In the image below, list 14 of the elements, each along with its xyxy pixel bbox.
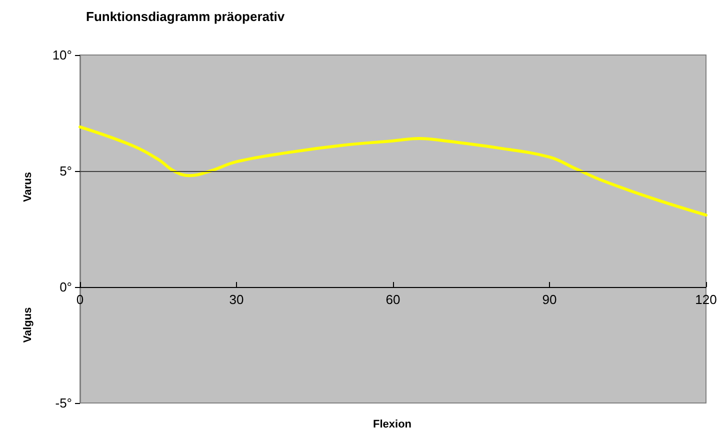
y-tick-label: 10° bbox=[52, 48, 72, 62]
chart-title: Funktionsdiagramm präoperativ bbox=[86, 9, 286, 24]
y-tick-label: -5° bbox=[55, 396, 72, 410]
x-tick-label: 30 bbox=[229, 292, 244, 307]
x-tick-label: 120 bbox=[695, 292, 717, 307]
y-tick-label: 5° bbox=[60, 164, 72, 178]
x-tick-label: 90 bbox=[542, 292, 557, 307]
y-tick-label: 0° bbox=[60, 280, 72, 294]
text: Valgus bbox=[22, 307, 34, 343]
x-tick-label: 60 bbox=[386, 292, 400, 307]
y-axis-title: Varus bbox=[22, 172, 34, 202]
x-tick-label: 0 bbox=[76, 292, 84, 307]
x-axis-title: Flexion bbox=[373, 418, 412, 430]
line-series bbox=[78, 125, 708, 217]
